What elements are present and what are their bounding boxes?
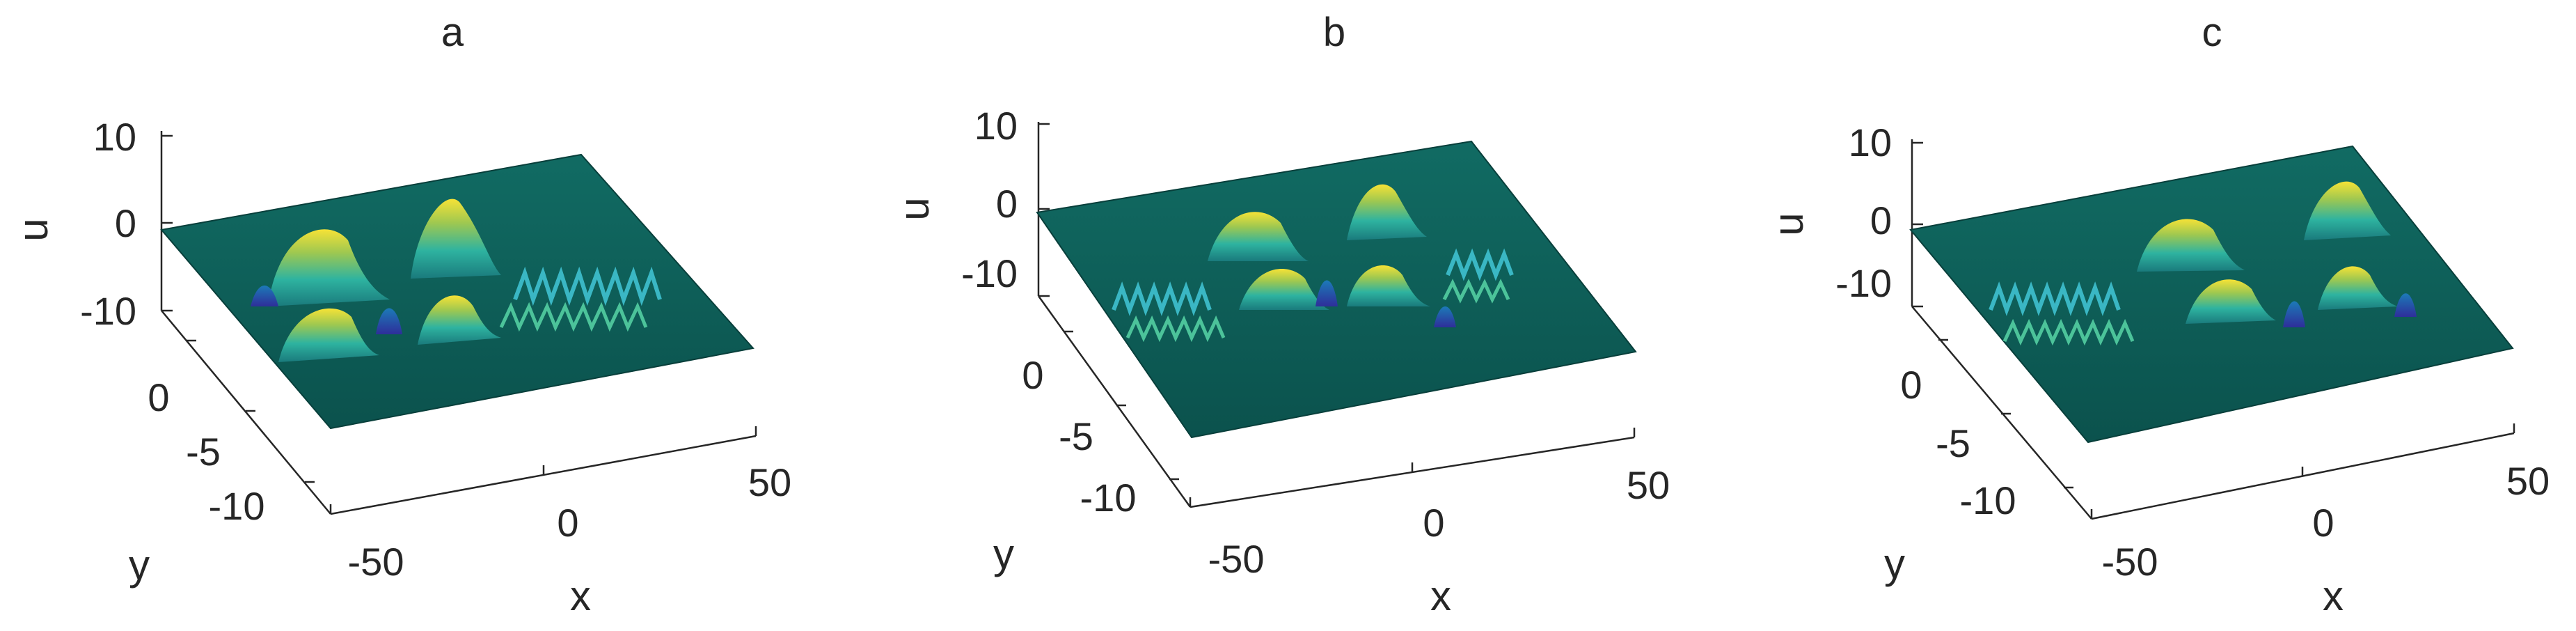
surface-plot: [160, 153, 754, 430]
x-tick-label: -50: [2102, 540, 2158, 584]
surface-dip: [1434, 306, 1456, 327]
surface-hump: [268, 229, 390, 306]
x-tick-label: 0: [2312, 501, 2334, 545]
surface-mesh: [1036, 140, 1637, 439]
x-tick-label: 50: [2506, 459, 2550, 503]
surface-ripples: [513, 266, 662, 306]
surface-hump: [418, 295, 501, 345]
tick-marks: [1912, 141, 2515, 519]
surface-ripples: [1112, 281, 1212, 316]
panel-b: b 10: [891, 10, 1670, 619]
surface-dip: [2283, 301, 2305, 327]
surface-plot: [1909, 145, 2514, 444]
z-axis-label: u: [891, 197, 938, 220]
y-tick-label: 0: [148, 375, 169, 419]
x-tick-label: 0: [1423, 501, 1444, 545]
y-axis-label: y: [129, 542, 150, 589]
y-tick-label: 0: [1900, 363, 1922, 407]
surface-ripples: [1125, 315, 1226, 343]
surface-hump: [2318, 266, 2398, 310]
z-axis-label: u: [1765, 212, 1812, 235]
y-axis-line: [1911, 306, 2092, 520]
z-tick-label: 0: [1870, 198, 1892, 242]
surface-ripples: [1446, 248, 1514, 281]
surface-dip: [376, 308, 402, 334]
surface-hump: [411, 198, 501, 279]
z-tick-label: -10: [80, 289, 136, 333]
panel-title: c: [2202, 10, 2222, 55]
x-axis-label: x: [2323, 572, 2344, 619]
tick-marks: [1038, 123, 1636, 507]
surface-hump: [1208, 212, 1309, 261]
surface-ripples: [499, 302, 648, 332]
surface-dip: [1315, 280, 1338, 306]
surface-ripples: [1989, 281, 2121, 316]
surface-ripples: [1442, 279, 1510, 304]
x-tick-label: 50: [1627, 463, 1670, 507]
surface-hump: [278, 308, 379, 362]
surface-plot: [1036, 140, 1637, 439]
surface-hump: [1239, 269, 1329, 310]
surface-hump: [1347, 265, 1430, 306]
y-tick-label: -10: [209, 484, 265, 528]
y-tick-label: 0: [1022, 353, 1043, 397]
surface-mesh: [160, 153, 754, 430]
y-tick-label: -5: [1059, 414, 1093, 458]
panel-c: c 10 0 -10: [1765, 10, 2550, 619]
surface-hump: [2137, 219, 2245, 272]
surface-dip: [2394, 293, 2417, 317]
y-tick-label: -5: [1936, 421, 1970, 465]
panel-a: a 10 0 -10: [10, 10, 791, 619]
y-tick-label: -10: [1080, 476, 1137, 520]
z-tick-label: 10: [974, 104, 1018, 148]
surface-hump: [1347, 184, 1427, 240]
x-tick-label: 0: [557, 501, 578, 545]
y-axis-label: y: [993, 531, 1014, 577]
z-tick-label: -10: [961, 251, 1018, 295]
z-tick-label: 10: [1849, 120, 1892, 164]
y-tick-label: -10: [1960, 478, 2016, 522]
y-tick-label: -5: [186, 430, 221, 474]
x-axis-label: x: [1430, 572, 1451, 619]
surface-hump: [2304, 181, 2391, 240]
x-tick-label: 50: [748, 460, 791, 504]
panel-title: a: [441, 10, 464, 55]
z-axis-label: u: [10, 218, 56, 241]
y-axis-line: [161, 310, 331, 515]
z-tick-label: 10: [93, 115, 136, 159]
z-tick-label: 0: [115, 201, 136, 245]
panel-title: b: [1323, 10, 1345, 55]
z-tick-label: -10: [1835, 261, 1892, 305]
x-axis-label: x: [570, 572, 591, 619]
z-tick-label: 0: [996, 182, 1018, 226]
x-tick-label: -50: [348, 540, 404, 584]
y-axis-label: y: [1884, 540, 1905, 587]
surface-dip: [251, 286, 278, 306]
surface-ripples: [2002, 318, 2135, 346]
surface-hump: [2186, 279, 2276, 324]
tick-marks: [161, 134, 757, 514]
x-tick-label: -50: [1208, 537, 1265, 581]
